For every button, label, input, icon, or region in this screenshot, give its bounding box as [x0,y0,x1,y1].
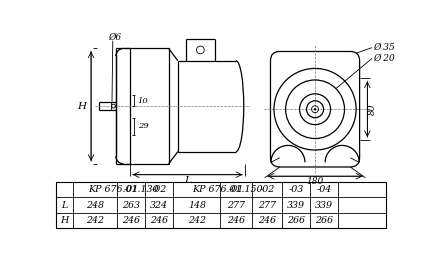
Text: 29: 29 [137,122,148,130]
Text: H: H [77,102,86,111]
Text: 10: 10 [137,97,148,105]
Text: Ø6: Ø6 [108,33,120,42]
Text: 246: 246 [122,216,140,225]
Text: 246: 246 [258,216,276,225]
Text: 80: 80 [367,104,376,115]
Text: 324: 324 [150,201,168,210]
Text: -02: -02 [151,185,166,194]
Text: L: L [184,176,190,185]
Text: -03: -03 [288,185,303,194]
Text: 277: 277 [258,201,276,210]
Text: 242: 242 [86,216,104,225]
Text: KP 676.01.130: KP 676.01.130 [88,185,158,194]
Text: 246: 246 [150,216,168,225]
Text: 277: 277 [227,201,245,210]
Text: 248: 248 [86,201,104,210]
Text: 180: 180 [306,177,323,186]
Bar [56,182,385,228]
Text: Ø 35: Ø 35 [373,43,394,52]
Text: 339: 339 [286,201,304,210]
FancyBboxPatch shape [270,52,359,167]
Text: L: L [61,201,68,210]
Text: -01: -01 [123,185,139,194]
Text: KP 676.01.150: KP 676.01.150 [192,185,262,194]
Text: 266: 266 [286,216,304,225]
Text: -02: -02 [259,185,274,194]
Text: 242: 242 [187,216,206,225]
Text: 263: 263 [122,201,140,210]
Text: -04: -04 [316,185,331,194]
Text: Ø 20: Ø 20 [373,54,394,63]
Circle shape [313,108,316,110]
Text: 266: 266 [314,216,332,225]
Bar [129,48,168,164]
Text: 148: 148 [187,201,206,210]
Text: 246: 246 [227,216,245,225]
Text: H: H [61,216,69,225]
Text: 339: 339 [314,201,332,210]
Text: -01: -01 [228,185,243,194]
